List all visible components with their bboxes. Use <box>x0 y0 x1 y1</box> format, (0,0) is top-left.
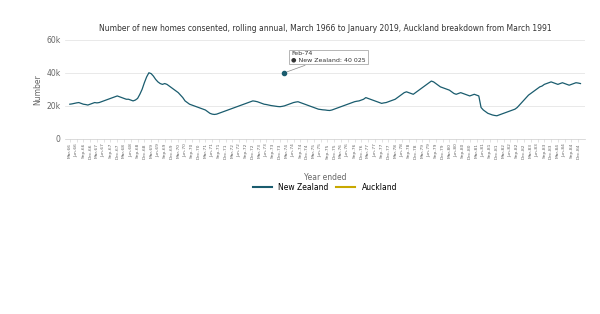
Y-axis label: Number: Number <box>33 74 42 105</box>
Legend: New Zealand, Auckland: New Zealand, Auckland <box>250 180 400 195</box>
Text: Feb-74
● New Zealand: 40 025: Feb-74 ● New Zealand: 40 025 <box>287 51 366 72</box>
Title: Number of new homes consented, rolling annual, March 1966 to January 2019, Auckl: Number of new homes consented, rolling a… <box>99 24 551 33</box>
X-axis label: Year ended: Year ended <box>304 173 346 181</box>
